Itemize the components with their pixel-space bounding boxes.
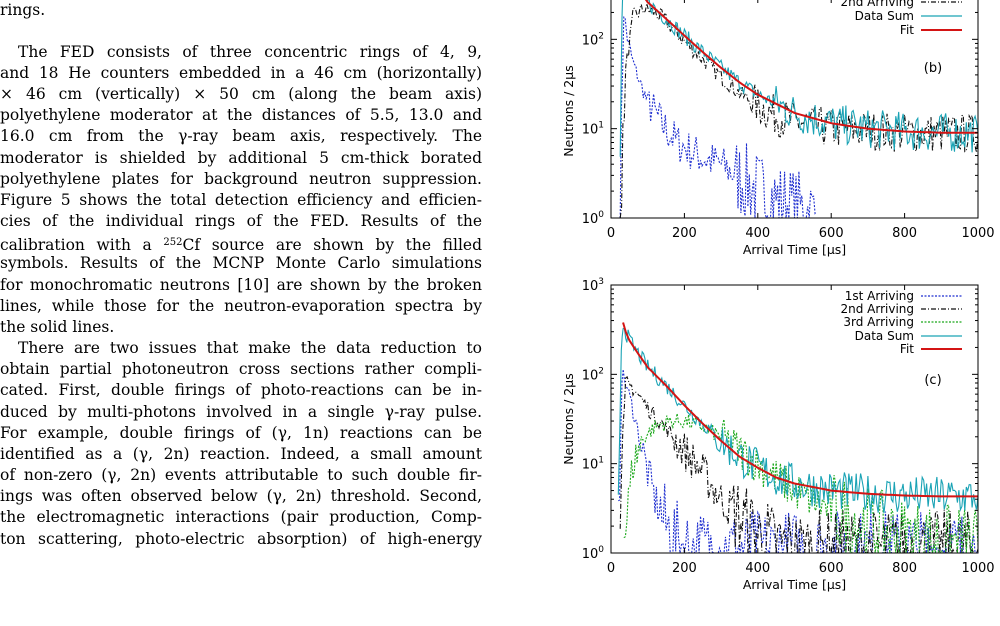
text-line: moderator is shielded by additional 5 cm… [0, 149, 482, 167]
text-line: The FED consists of three concentric rin… [18, 43, 482, 61]
text-line: symbols. Results of the MCNP Monte Carlo… [0, 254, 482, 272]
text-line: calibration with a 252Cf source are show… [0, 234, 482, 254]
y-tick-label: 103 [582, 277, 604, 294]
y-axis-label: Neutrons / 2µs [561, 65, 576, 156]
legend-label: 1st Arriving [845, 289, 914, 303]
y-axis-label: Neutrons / 2µs [561, 373, 576, 464]
y-tick-label: 101 [582, 121, 604, 138]
series-2nd-arriving [619, 2, 978, 218]
text-line: ton scattering, photo-electric absorptio… [0, 530, 482, 548]
text-line: For example, double firings of (γ, 1n) r… [0, 424, 482, 442]
panel-label: (b) [924, 61, 942, 76]
x-tick-label: 0 [607, 226, 615, 241]
series-3rd-arriving [623, 413, 978, 553]
text-line: and 18 He counters embedded in a 46 cm (… [0, 64, 482, 82]
text-line: lines, while those for the neutron-evapo… [0, 297, 482, 315]
text-line: ings was often observed below (γ, 2n) th… [0, 487, 482, 505]
y-tick-label: 102 [582, 31, 604, 48]
y-tick-label: 102 [582, 366, 604, 383]
plot-frame [610, 0, 979, 219]
series-1st-arriving [619, 16, 817, 218]
x-tick-label: 800 [892, 561, 917, 576]
x-tick-label: 0 [607, 561, 615, 576]
plot-area [617, 322, 978, 553]
x-tick-label: 600 [819, 226, 844, 241]
series-data-sum [617, 327, 978, 515]
x-axis-label: Arrival Time [µs] [743, 577, 846, 592]
legend-label: Data Sum [855, 329, 914, 343]
x-tick-label: 600 [819, 561, 844, 576]
text-line: polyethylene plates for background neutr… [0, 170, 482, 188]
text-line: of non-zero (γ, 2n) events attributable … [0, 466, 482, 484]
plot-frame [610, 284, 979, 554]
text-line: cated. First, double firings of photo-re… [0, 381, 482, 399]
legend-label: Data Sum [855, 9, 914, 23]
x-tick-label: 400 [745, 561, 770, 576]
y-tick-label: 100 [582, 210, 605, 227]
text-fragment: Cf source are shown by the filled [182, 236, 483, 254]
text-column: rings. The FED consists of three concentr… [0, 0, 482, 626]
text-line: polyethylene moderator at the distances … [0, 106, 482, 124]
legend-label: 2nd Arriving [840, 0, 914, 9]
x-tick-label: 1000 [961, 561, 994, 576]
legend-label: Fit [900, 342, 914, 356]
text-line: Figure 5 shows the total detection effic… [0, 191, 482, 209]
legend-label: Fit [900, 23, 914, 37]
text-fragment: calibration with a [0, 236, 164, 254]
x-tick-label: 800 [892, 226, 917, 241]
text-line: × 46 cm (vertically) × 50 cm (along the … [0, 85, 482, 103]
text-line: duced by multi-photons involved in a sin… [0, 403, 482, 421]
text-line: for monochromatic neutrons [10] are show… [0, 276, 482, 294]
text-line: There are two issues that make the data … [18, 339, 482, 357]
text-line: rings. [0, 1, 46, 19]
plot-area [619, 0, 978, 218]
text-line: cies of the individual rings of the FED.… [0, 212, 482, 230]
series-fit [622, 322, 978, 498]
x-tick-label: 200 [672, 561, 697, 576]
x-tick-label: 400 [745, 226, 770, 241]
superscript: 252 [163, 237, 183, 248]
text-line: the solid lines. [0, 318, 115, 336]
text-line: 16.0 cm from the γ-ray beam axis, respec… [0, 127, 482, 145]
chart-panel-1: 0 200 400 600 800 1000 100 101 102 103 Arrival Tim… [561, 277, 995, 592]
legend-label: 3rd Arriving [843, 315, 914, 329]
x-tick-label: 200 [672, 226, 697, 241]
y-tick-label: 101 [582, 456, 604, 473]
text-line: identified as a (γ, 2n) reaction. Indeed… [0, 445, 482, 463]
text-line: the electromagnetic interactions (pair p… [0, 508, 482, 526]
x-axis-label: Arrival Time [µs] [743, 242, 846, 257]
chart-panel-0: 0 200 400 600 800 1000 100 101 102 Arrival Time [… [561, 0, 995, 257]
series-data-sum [619, 0, 978, 157]
text-line: obtain partial photoneutron cross sectio… [0, 360, 482, 378]
panel-label: (c) [924, 373, 941, 388]
series-1st-arriving [618, 369, 978, 553]
series-fit [644, 0, 978, 134]
x-tick-label: 1000 [961, 226, 994, 241]
y-tick-label: 100 [582, 545, 605, 562]
legend-label: 2nd Arriving [840, 302, 914, 316]
